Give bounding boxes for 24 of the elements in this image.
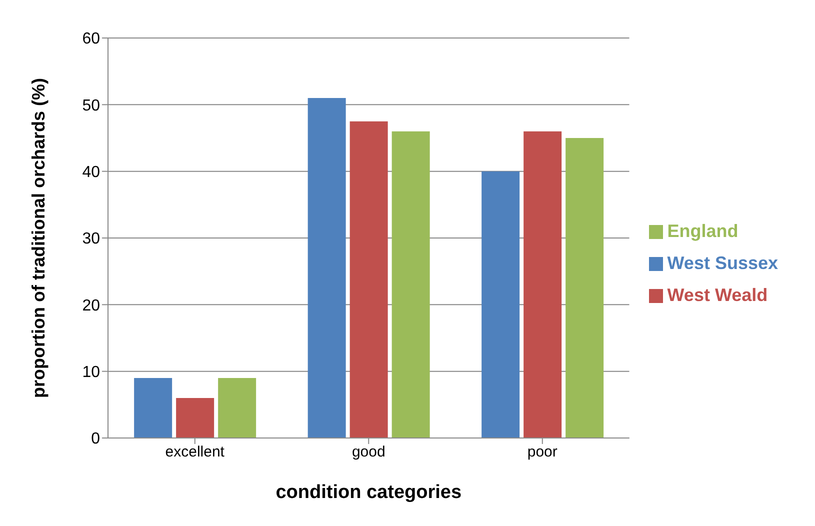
bar <box>176 398 214 438</box>
y-tick-label: 40 <box>82 164 100 182</box>
bar <box>308 98 346 438</box>
bar <box>134 378 172 438</box>
y-tick-label: 20 <box>82 297 100 314</box>
y-axis-title: proportion of traditional orchards (%) <box>28 78 48 398</box>
y-tick-label: 60 <box>82 30 100 48</box>
bar <box>392 131 430 438</box>
bar <box>218 378 256 438</box>
bar <box>482 171 520 438</box>
x-tick-label: good <box>352 444 386 461</box>
bar <box>566 138 604 438</box>
legend-label: West Weald <box>667 285 768 305</box>
y-tick-label: 10 <box>82 364 100 382</box>
x-tick-label: poor <box>527 444 558 461</box>
y-tick-label: 30 <box>82 230 100 248</box>
legend-label: England <box>667 221 738 241</box>
bar <box>350 121 388 438</box>
bar <box>524 131 562 438</box>
y-tick-label: 50 <box>82 97 100 114</box>
legend-label: West Sussex <box>667 253 778 273</box>
y-tick-label: 0 <box>91 430 100 448</box>
x-axis-title: condition categories <box>276 482 462 503</box>
x-tick-label: excellent <box>165 444 226 461</box>
